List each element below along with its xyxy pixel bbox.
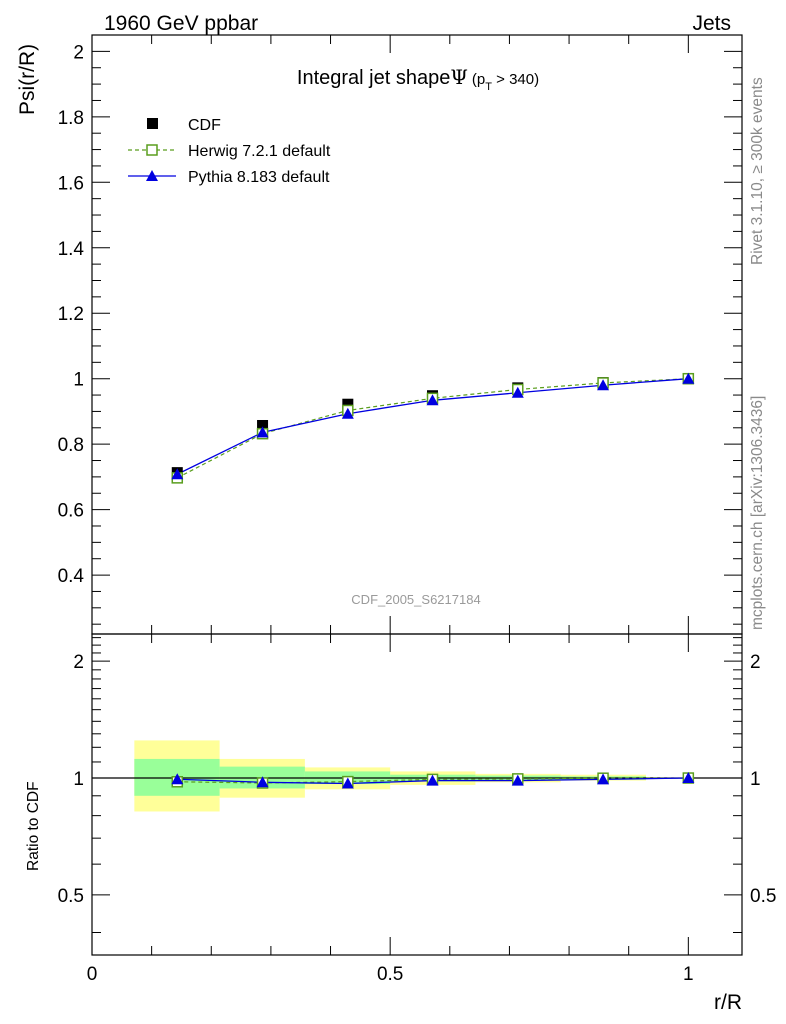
legend-cdf-marker — [147, 118, 158, 129]
main-y-tick-label-0: 0.4 — [58, 566, 85, 587]
ratio-y-tick-label-right-2: 2 — [750, 652, 761, 673]
chart-title-main: Integral jet shape — [297, 67, 450, 89]
ratio-y-tick-label-left-1: 1 — [73, 769, 84, 790]
main-y-tick-label-6: 1.6 — [58, 173, 84, 194]
chart-title-pt-open: (p — [472, 71, 485, 88]
x-axis-title: r/R — [714, 991, 742, 1014]
main-y-tick-label-4: 1.2 — [58, 304, 84, 325]
legend-cdf-label: CDF — [188, 117, 221, 134]
legend-pythia-label: Pythia 8.183 default — [188, 169, 330, 186]
main-y-tick-label-7: 1.8 — [58, 108, 84, 129]
main-y-tick-label-1: 0.6 — [58, 501, 84, 522]
mcplots-label: mcplots.cern.ch [arXiv:1306.3436] — [749, 396, 766, 630]
main-y-tick-label-3: 1 — [73, 370, 84, 391]
axes-frames: 0.4 0.6 0.8 1 1.2 1.4 1.6 1.8 2 0 0.5 1 0.5 0.5 1 1 2 2 — [58, 35, 777, 985]
chart-title-pt-close: > 340) — [492, 71, 539, 88]
header-process-label: Jets — [692, 12, 731, 35]
chart-title-psi: Ψ — [450, 65, 468, 89]
legend: CDF Herwig 7.2.1 default Pythia 8.183 de… — [128, 117, 331, 186]
main-y-tick-label-5: 1.4 — [58, 239, 85, 260]
ratio-y-tick-label-left-2: 2 — [73, 652, 84, 673]
ratio-y-tick-label-left-0: 0.5 — [58, 886, 84, 907]
x-tick-label-0: 0 — [87, 964, 98, 985]
ratio-y-tick-label-right-0: 0.5 — [750, 886, 776, 907]
ratio-y-tick-label-right-1: 1 — [750, 769, 761, 790]
legend-herwig-marker — [147, 145, 157, 155]
legend-herwig-label: Herwig 7.2.1 default — [188, 143, 331, 160]
ratio-uncertainty-bands — [92, 740, 742, 811]
x-tick-label-1: 0.5 — [377, 964, 403, 985]
main-y-axis-title: Psi(r/R) — [16, 44, 39, 115]
rivet-version-label: Rivet 3.1.10, ≥ 300k events — [749, 77, 766, 265]
header-energy-label: 1960 GeV ppbar — [104, 12, 258, 35]
main-panel-series — [171, 373, 694, 483]
jet-shape-plot: 1960 GeV ppbar Jets Rivet 3.1.10, ≥ 300k… — [0, 0, 786, 1024]
main-y-tick-label-2: 0.8 — [58, 435, 84, 456]
main-y-tick-label-8: 2 — [73, 42, 84, 63]
analysis-watermark: CDF_2005_S6217184 — [351, 592, 480, 607]
x-tick-label-2: 1 — [683, 964, 694, 985]
ratio-y-axis-title: Ratio to CDF — [25, 781, 42, 871]
chart-title: Integral jet shapeΨ(pT > 340) — [297, 65, 539, 93]
